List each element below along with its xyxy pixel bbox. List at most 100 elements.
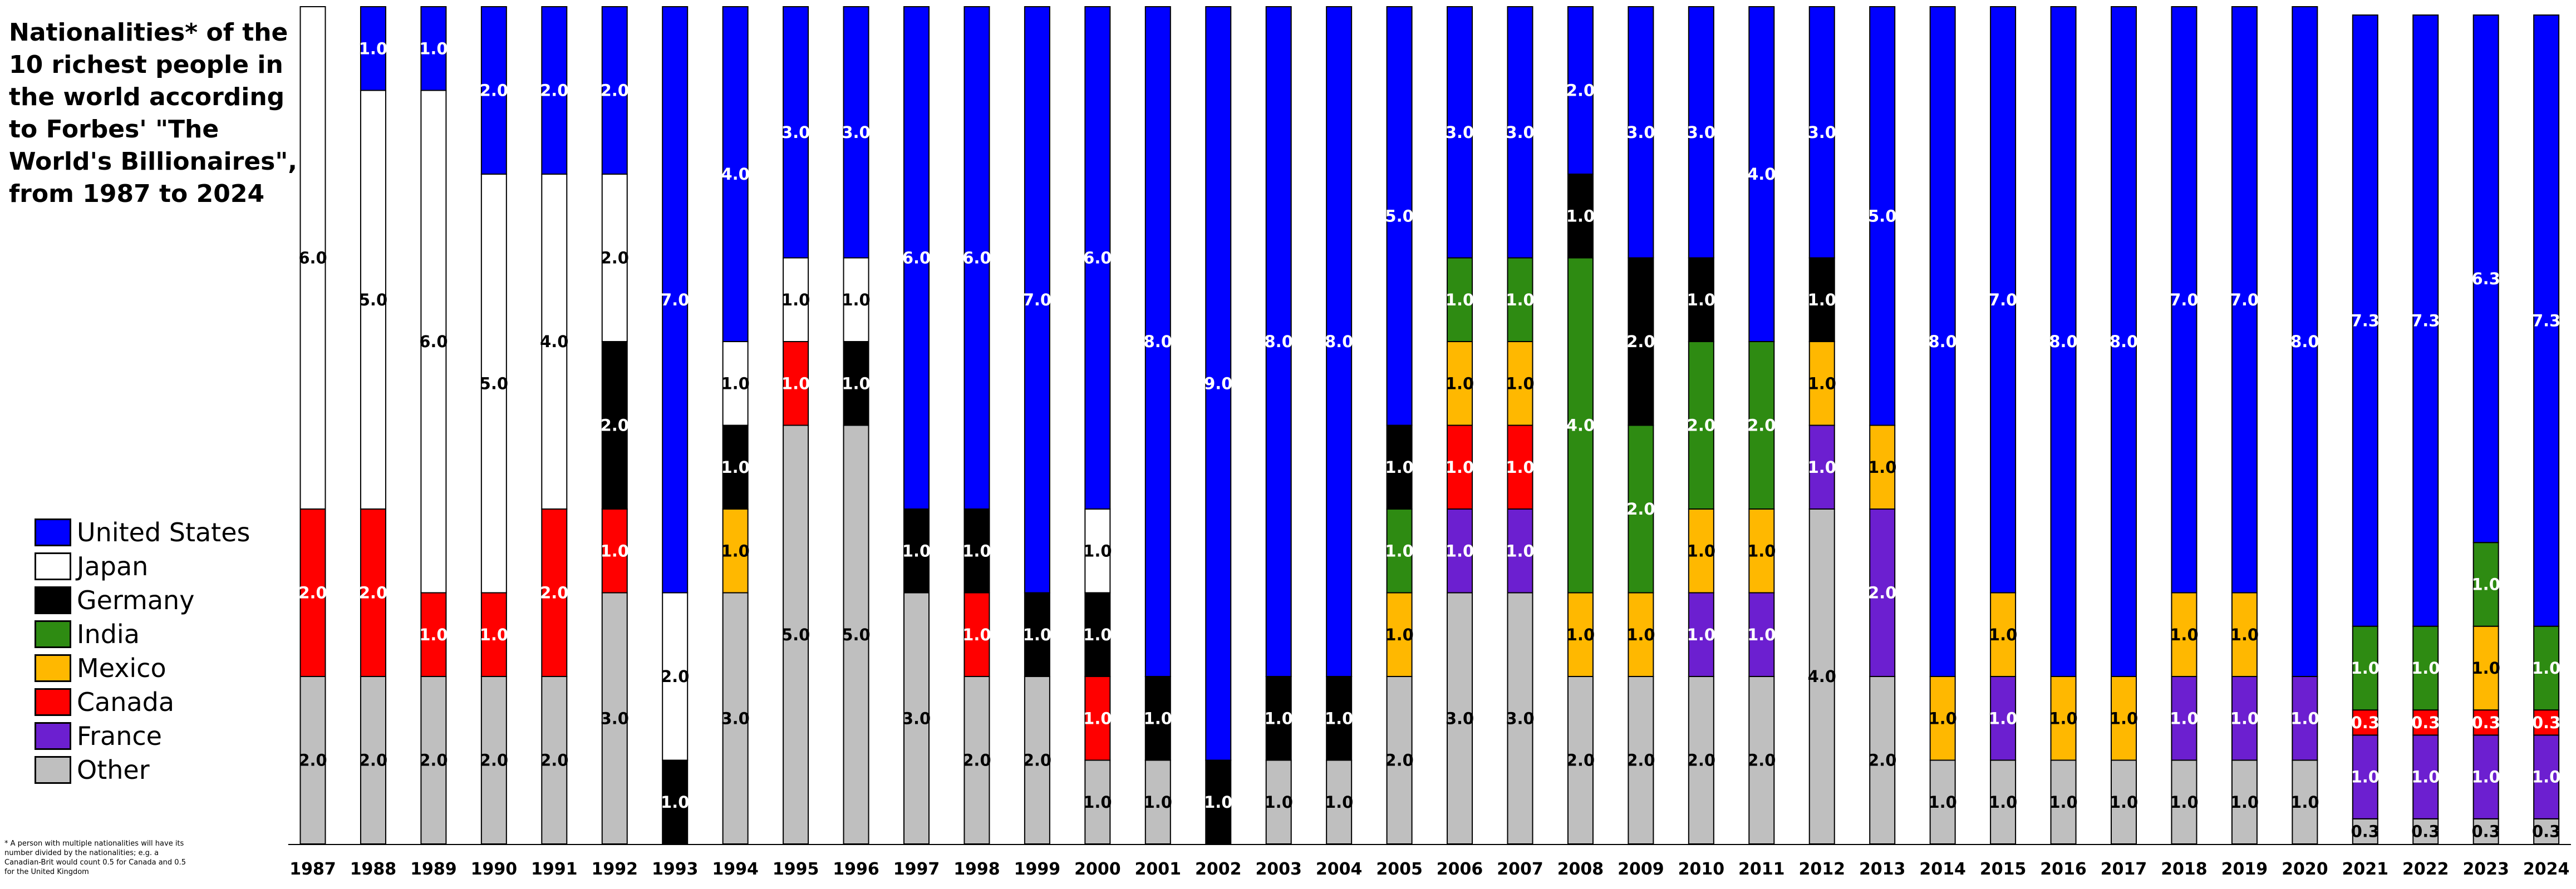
bar-segment-2018-united-states [2171, 6, 2198, 594]
data-label-1994-other: 3.0 [721, 709, 749, 728]
data-label-1996-germany: 1.0 [842, 374, 870, 393]
data-label-1989-other: 2.0 [419, 751, 448, 770]
bar-segment-2008-mexico [1567, 592, 1594, 677]
data-label-2021-india: 1.0 [2351, 659, 2380, 678]
data-label-2020-france: 1.0 [2290, 709, 2319, 728]
legend-item-japan: Japan [35, 549, 250, 583]
bar-segment-2000-japan [1084, 508, 1111, 594]
data-label-2006-mexico: 1.0 [1446, 374, 1474, 393]
data-label-1992-other: 3.0 [601, 709, 629, 728]
data-label-2003-other: 1.0 [1265, 793, 1293, 812]
legend-swatch-japan [35, 552, 71, 580]
data-label-1998-united-states: 6.0 [962, 249, 991, 268]
data-label-2007-canada: 1.0 [1506, 458, 1534, 477]
chart-footnote: * A person with multiple nationalities w… [4, 839, 186, 876]
data-label-2013-mexico: 1.0 [1868, 458, 1896, 477]
bar-segment-2003-germany [1265, 676, 1292, 761]
bar-segment-2016-united-states [2050, 6, 2077, 677]
bar-segment-2007-united-states [1507, 6, 1533, 259]
bar-segment-2011-other [1748, 676, 1775, 844]
data-label-1996-united-states: 3.0 [842, 123, 870, 142]
data-label-1988-canada: 2.0 [359, 584, 387, 602]
data-label-1988-united-states: 1.0 [359, 39, 387, 58]
data-label-2022-united-states: 7.3 [2411, 311, 2440, 330]
data-label-2023-united-states: 6.3 [2472, 269, 2500, 288]
bar-segment-1998-germany [963, 508, 990, 594]
data-label-2007-france: 1.0 [1506, 541, 1534, 560]
bar-segment-2003-united-states [1265, 6, 1292, 677]
legend-label-canada: Canada [77, 686, 175, 717]
bar-segment-2021-france [2352, 734, 2378, 819]
bar-segment-2022-united-states [2412, 14, 2439, 627]
data-label-2005-united-states: 5.0 [1385, 206, 1413, 225]
x-tick-label-2014: 2014 [1919, 860, 1966, 879]
data-label-2024-united-states: 7.3 [2532, 311, 2560, 330]
data-label-2009-united-states: 3.0 [1626, 123, 1655, 142]
data-label-1998-other: 2.0 [962, 751, 991, 770]
data-label-2007-india: 1.0 [1506, 290, 1534, 309]
bar-segment-2023-france [2472, 734, 2499, 819]
data-label-2010-other: 2.0 [1687, 751, 1715, 770]
bar-segment-1992-united-states [601, 6, 628, 175]
data-label-2021-france: 1.0 [2351, 768, 2380, 787]
data-label-2011-united-states: 4.0 [1747, 165, 1776, 184]
data-label-2015-mexico: 1.0 [1989, 625, 2017, 644]
bar-segment-2010-france [1688, 592, 1714, 677]
data-label-2014-other: 1.0 [1928, 793, 1956, 812]
bar-segment-2005-united-states [1386, 6, 1413, 426]
bar-segment-1991-united-states [541, 6, 568, 175]
legend-label-mexico: Mexico [77, 653, 166, 683]
bar-segment-2010-united-states [1688, 6, 1714, 259]
bar-segment-1996-germany [843, 341, 869, 426]
x-tick-label-1988: 1988 [350, 860, 397, 879]
x-tick-label-2020: 2020 [2282, 860, 2328, 879]
x-tick-label-1994: 1994 [712, 860, 759, 879]
data-label-2011-other: 2.0 [1747, 751, 1776, 770]
x-tick-label-2004: 2004 [1316, 860, 1363, 879]
bar-segment-2014-united-states [1929, 6, 1956, 677]
data-label-1988-japan: 5.0 [359, 290, 387, 309]
bar-segment-2000-germany [1084, 592, 1111, 677]
data-label-2008-mexico: 1.0 [1566, 625, 1595, 644]
data-label-2023-india: 1.0 [2472, 575, 2500, 594]
x-tick-label-2024: 2024 [2523, 860, 2570, 879]
data-label-2000-other: 1.0 [1083, 793, 1112, 812]
data-label-1998-canada: 1.0 [962, 625, 991, 644]
bar-segment-2022-canada [2412, 709, 2439, 736]
bar-segment-2015-mexico [1990, 592, 2017, 677]
data-label-1999-other: 2.0 [1023, 751, 1051, 770]
x-tick-label-2019: 2019 [2221, 860, 2268, 879]
bar-segment-1993-germany [662, 759, 689, 844]
bar-segment-2006-united-states [1447, 6, 1473, 259]
data-label-2016-united-states: 8.0 [2049, 332, 2077, 351]
bar-segment-2022-india [2412, 625, 2439, 711]
bar-segment-1989-other [420, 676, 447, 844]
data-label-2004-other: 1.0 [1325, 793, 1353, 812]
x-tick-label-1998: 1998 [953, 860, 1000, 879]
bar-segment-2008-india [1567, 257, 1594, 594]
x-tick-label-2023: 2023 [2462, 860, 2509, 879]
data-label-2014-united-states: 8.0 [1928, 332, 1956, 351]
bar-segment-2004-germany [1326, 676, 1353, 761]
data-label-1993-germany: 1.0 [661, 793, 689, 812]
data-label-2018-other: 1.0 [2170, 793, 2198, 812]
bar-segment-1995-united-states [783, 6, 809, 259]
data-label-2016-mexico: 1.0 [2049, 709, 2077, 728]
bar-segment-2006-mexico [1447, 341, 1473, 426]
data-label-2002-united-states: 9.0 [1204, 374, 1232, 393]
data-label-1999-germany: 1.0 [1023, 625, 1051, 644]
bar-segment-2024-united-states [2533, 14, 2560, 627]
data-label-1997-germany: 1.0 [902, 541, 931, 560]
bar-segment-2012-united-states [1808, 6, 1835, 259]
bar-segment-1993-united-states [662, 6, 689, 594]
x-tick-label-1993: 1993 [652, 860, 699, 879]
bar-segment-2015-other [1990, 759, 2017, 844]
data-label-1990-other: 2.0 [480, 751, 508, 770]
data-label-2015-france: 1.0 [1989, 709, 2017, 728]
bar-segment-2009-other [1628, 676, 1654, 844]
data-label-1991-japan: 4.0 [540, 332, 568, 351]
data-label-2000-japan: 1.0 [1083, 541, 1112, 560]
data-label-2005-mexico: 1.0 [1385, 625, 1413, 644]
data-label-2012-mexico: 1.0 [1808, 374, 1836, 393]
data-label-2024-india: 1.0 [2532, 659, 2560, 678]
